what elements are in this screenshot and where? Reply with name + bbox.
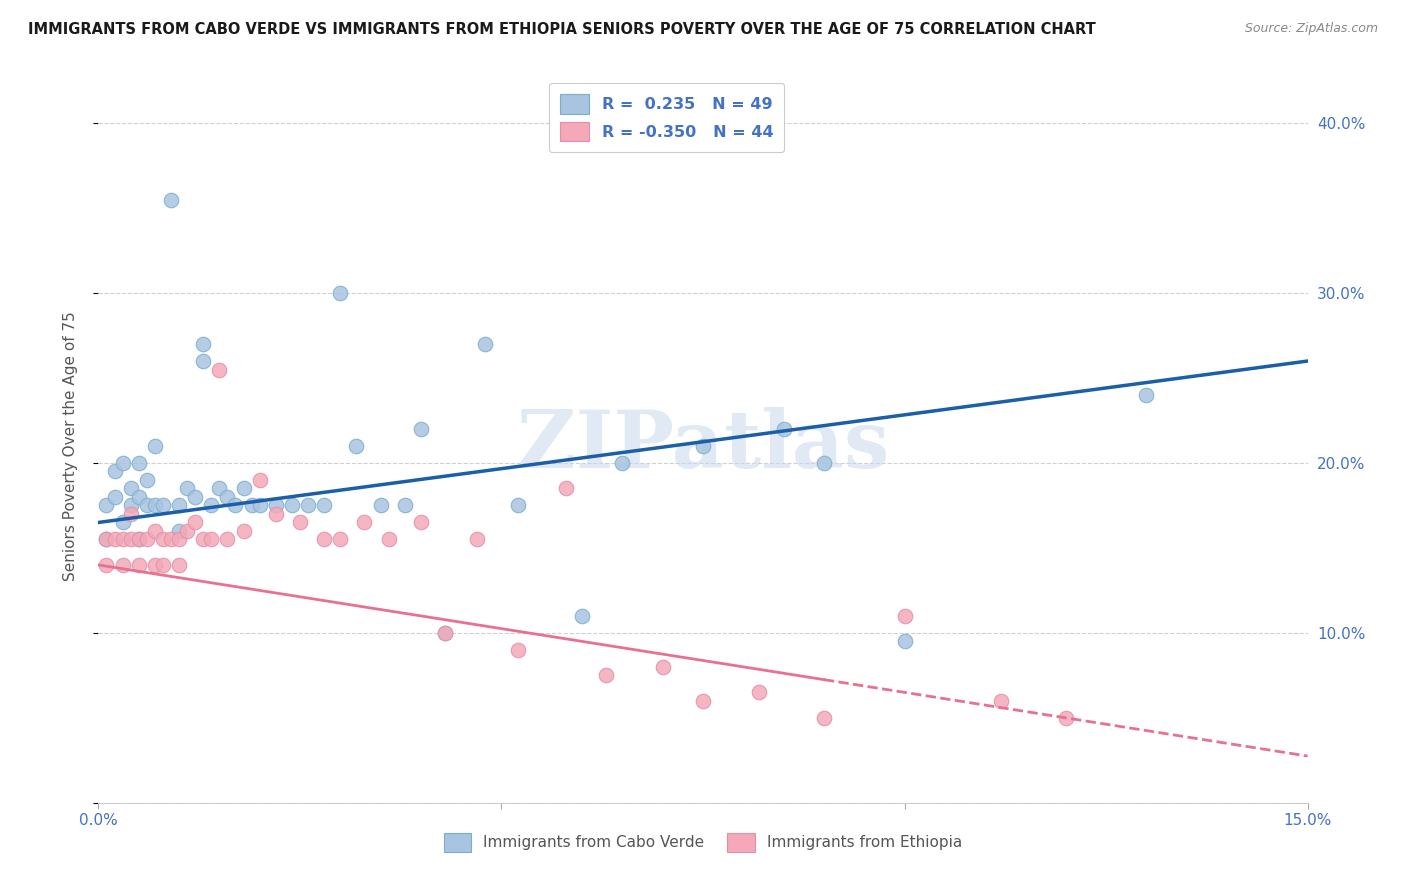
Point <box>772 422 794 436</box>
Point <box>232 482 254 496</box>
Point <box>353 516 375 530</box>
Point <box>474 337 496 351</box>
Point <box>152 499 174 513</box>
Point <box>329 286 352 301</box>
Point <box>217 490 239 504</box>
Point <box>224 499 246 513</box>
Point <box>409 422 432 436</box>
Point <box>571 608 593 623</box>
Point <box>200 533 222 547</box>
Point <box>813 456 835 470</box>
Point <box>748 685 770 699</box>
Point <box>506 643 529 657</box>
Point <box>111 456 134 470</box>
Point <box>152 558 174 572</box>
Point <box>217 533 239 547</box>
Point <box>264 499 287 513</box>
Point <box>184 490 207 504</box>
Point <box>394 499 416 513</box>
Point <box>103 465 125 479</box>
Point <box>143 439 166 453</box>
Point <box>128 490 150 504</box>
Point <box>96 533 118 547</box>
Point <box>167 558 190 572</box>
Point <box>281 499 304 513</box>
Point <box>120 482 142 496</box>
Point <box>135 473 157 487</box>
Point <box>1135 388 1157 402</box>
Point <box>193 354 215 368</box>
Point <box>692 694 714 708</box>
Point <box>160 193 183 207</box>
Point <box>96 558 118 572</box>
Point <box>506 499 529 513</box>
Point <box>409 516 432 530</box>
Point <box>167 533 190 547</box>
Point <box>208 482 231 496</box>
Point <box>434 626 457 640</box>
Point <box>249 499 271 513</box>
Y-axis label: Seniors Poverty Over the Age of 75: Seniors Poverty Over the Age of 75 <box>63 311 77 581</box>
Point <box>111 533 134 547</box>
Point <box>193 533 215 547</box>
Point <box>434 626 457 640</box>
Point <box>314 499 336 513</box>
Point <box>96 499 118 513</box>
Point <box>208 362 231 376</box>
Point <box>111 558 134 572</box>
Point <box>160 533 183 547</box>
Point <box>200 499 222 513</box>
Point <box>143 499 166 513</box>
Point <box>120 533 142 547</box>
Point <box>128 456 150 470</box>
Point <box>344 439 367 453</box>
Point <box>329 533 352 547</box>
Point <box>120 499 142 513</box>
Point <box>465 533 488 547</box>
Point <box>1054 711 1077 725</box>
Point <box>128 558 150 572</box>
Point <box>96 533 118 547</box>
Point <box>813 711 835 725</box>
Point <box>288 516 311 530</box>
Point <box>264 507 287 521</box>
Point <box>167 499 190 513</box>
Point <box>167 524 190 538</box>
Point <box>651 660 673 674</box>
Point <box>176 482 198 496</box>
Text: ZIPatlas: ZIPatlas <box>517 407 889 485</box>
Text: IMMIGRANTS FROM CABO VERDE VS IMMIGRANTS FROM ETHIOPIA SENIORS POVERTY OVER THE : IMMIGRANTS FROM CABO VERDE VS IMMIGRANTS… <box>28 22 1095 37</box>
Point <box>135 533 157 547</box>
Point <box>893 634 915 648</box>
Text: Source: ZipAtlas.com: Source: ZipAtlas.com <box>1244 22 1378 36</box>
Point <box>314 533 336 547</box>
Point <box>128 533 150 547</box>
Point <box>377 533 399 547</box>
Point <box>193 337 215 351</box>
Point <box>595 668 617 682</box>
Point <box>297 499 319 513</box>
Point <box>249 473 271 487</box>
Point <box>990 694 1012 708</box>
Point <box>120 507 142 521</box>
Point <box>184 516 207 530</box>
Point <box>103 533 125 547</box>
Point <box>152 533 174 547</box>
Point <box>612 456 634 470</box>
Point <box>240 499 263 513</box>
Point <box>135 499 157 513</box>
Point <box>370 499 392 513</box>
Point <box>232 524 254 538</box>
Point <box>692 439 714 453</box>
Point <box>893 608 915 623</box>
Point <box>111 516 134 530</box>
Legend: Immigrants from Cabo Verde, Immigrants from Ethiopia: Immigrants from Cabo Verde, Immigrants f… <box>436 825 970 859</box>
Point <box>555 482 578 496</box>
Point <box>143 558 166 572</box>
Point <box>128 533 150 547</box>
Point <box>143 524 166 538</box>
Point <box>103 490 125 504</box>
Point <box>176 524 198 538</box>
